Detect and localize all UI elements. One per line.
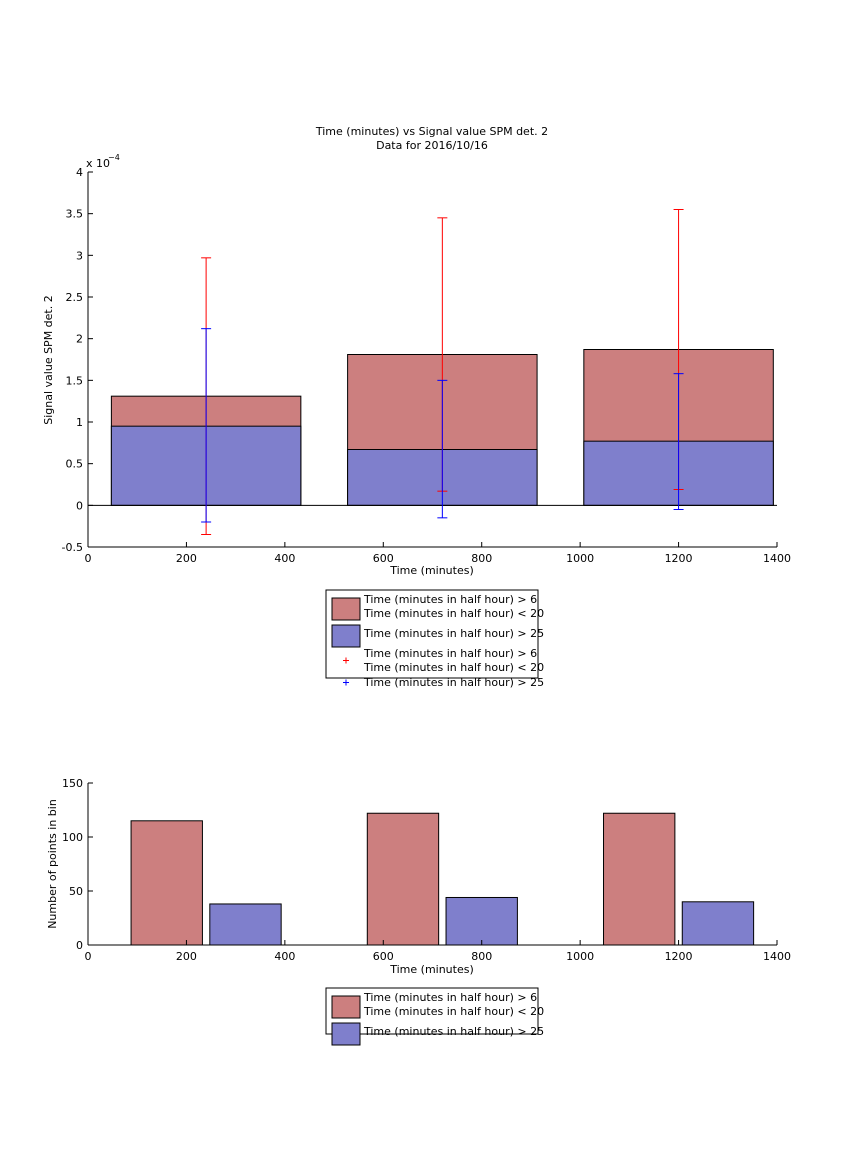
bar-series-a <box>603 812 676 946</box>
legend-label: Time (minutes in half hour) < 20 <box>363 661 544 674</box>
y-tick-label: 150 <box>62 777 83 790</box>
x-tick-label: 800 <box>471 950 492 963</box>
legend-label: Time (minutes in half hour) < 20 <box>363 1005 544 1018</box>
bar-series-a <box>130 820 203 946</box>
legend-swatch <box>331 1022 361 1046</box>
x-tick-label: 1000 <box>566 950 594 963</box>
exponent-label: x 10 −4 <box>86 153 120 170</box>
x-tick-label: 1200 <box>665 950 693 963</box>
chart-subtitle: Data for 2016/10/16 <box>376 139 488 152</box>
y-tick-label: 100 <box>62 831 83 844</box>
x-tick-label: 200 <box>176 950 197 963</box>
x-tick-label: 800 <box>471 552 492 565</box>
y-axis-label: Signal value SPM det. 2 <box>42 295 55 425</box>
x-tick-label: 0 <box>85 950 92 963</box>
bars-group <box>88 349 777 506</box>
x-tick-label: 400 <box>274 950 295 963</box>
bar-series-b <box>209 903 282 946</box>
bar-series-b <box>445 896 518 946</box>
x-tick-label: 1000 <box>566 552 594 565</box>
legend-box <box>325 589 539 679</box>
x-tick-label: 600 <box>373 950 394 963</box>
legend-swatch <box>331 995 361 1019</box>
x-tick-label: 400 <box>274 552 295 565</box>
bars-group <box>130 812 755 946</box>
y-tick-label: 3 <box>76 249 83 262</box>
legend-swatch <box>331 624 361 648</box>
legend-swatch <box>331 597 361 621</box>
bar-series-a <box>366 812 440 946</box>
legend-label: Time (minutes in half hour) > 25 <box>363 676 544 689</box>
x-tick-label: 1200 <box>665 552 693 565</box>
y-tick-label: 50 <box>69 885 83 898</box>
legend-label: Time (minutes in half hour) > 6 <box>363 647 537 660</box>
y-tick-label: 1 <box>76 416 83 429</box>
axes: 0 200 400 600 800 1000 1200 1400-0.500.511.522.… <box>62 166 791 565</box>
x-tick-label: 1400 <box>763 552 791 565</box>
y-tick-label: 1.5 <box>66 374 84 387</box>
y-axis-label: Number of points in bin <box>46 799 59 929</box>
exponent-base: x 10 <box>86 157 110 170</box>
error-bars-group <box>201 209 684 535</box>
y-tick-label: 2 <box>76 333 83 346</box>
axes: 0 200 400 600 800 1000 1200 1400 0 50 100 150 <box>62 777 791 963</box>
legend-label: Time (minutes in half hour) < 20 <box>363 607 544 620</box>
y-tick-label: 0 <box>76 939 83 952</box>
x-tick-label: 600 <box>373 552 394 565</box>
chart-signal: Time (minutes) vs Signal value SPM det. … <box>42 125 791 689</box>
legend-box <box>325 987 539 1035</box>
legend-label: Time (minutes in half hour) > 25 <box>363 627 544 640</box>
x-axis-label: Time (minutes) <box>389 963 474 976</box>
chart-title: Time (minutes) vs Signal value SPM det. … <box>315 125 548 138</box>
chart-counts: 0 200 400 600 800 1000 1200 1400 0 50 100 150 Time … <box>46 777 791 1046</box>
y-tick-label: -0.5 <box>62 541 83 554</box>
legend-label: Time (minutes in half hour) > 6 <box>363 593 537 606</box>
exponent-power: −4 <box>108 153 120 162</box>
bar-series-b <box>681 901 755 946</box>
x-axis-label: Time (minutes) <box>389 564 474 577</box>
y-tick-label: 2.5 <box>66 291 84 304</box>
y-tick-label: 4 <box>76 166 83 179</box>
x-tick-label: 1400 <box>763 950 791 963</box>
legend-label: Time (minutes in half hour) > 25 <box>363 1025 544 1038</box>
y-tick-label: 0.5 <box>66 458 84 471</box>
y-tick-label: 3.5 <box>66 208 84 221</box>
y-tick-label: 0 <box>76 499 83 512</box>
legend-label: Time (minutes in half hour) > 6 <box>363 991 537 1004</box>
x-tick-label: 0 <box>85 552 92 565</box>
x-tick-label: 200 <box>176 552 197 565</box>
